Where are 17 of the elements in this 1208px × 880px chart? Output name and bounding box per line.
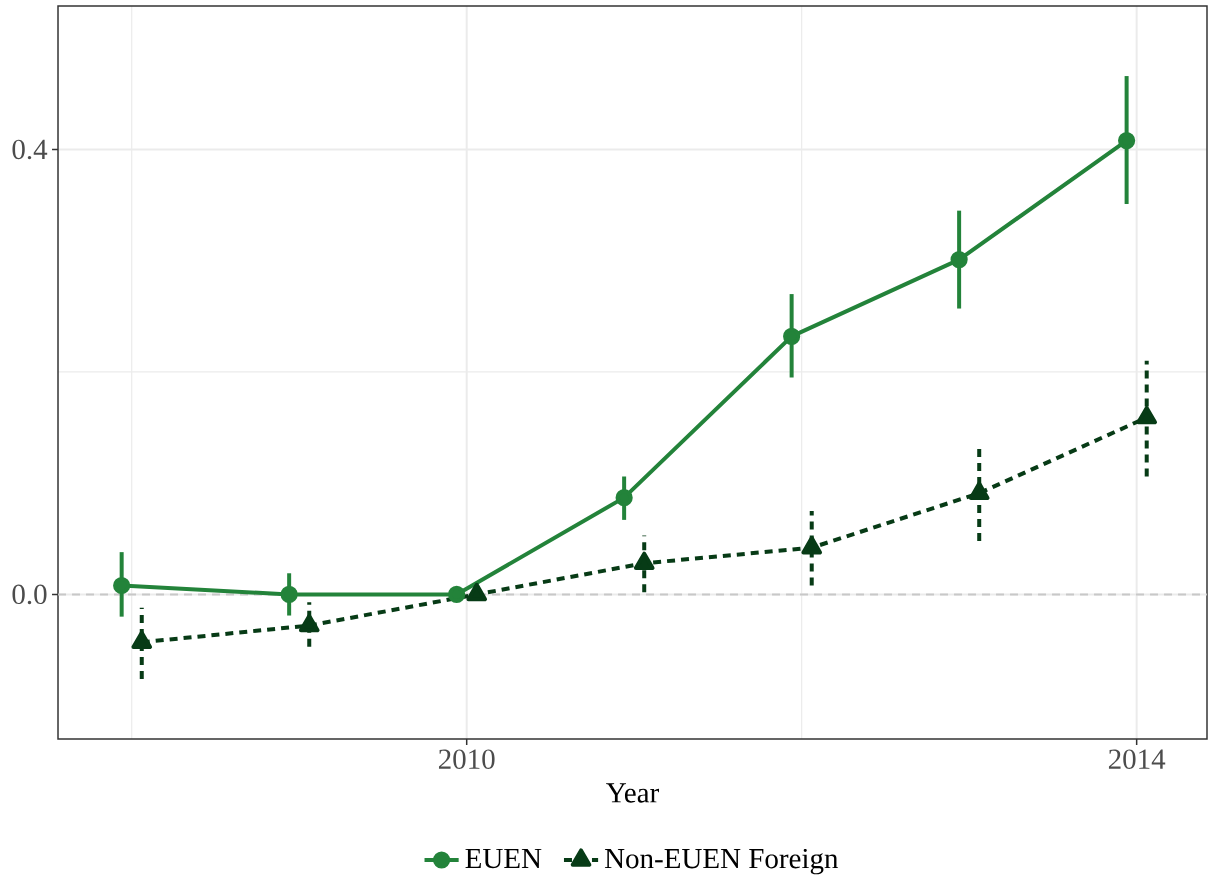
legend-label: Non-EUEN Foreign [604, 848, 839, 875]
x-tick-label: 2014 [1108, 749, 1166, 769]
y-tick-label: 0.0 [12, 584, 47, 605]
x-tick-label: 2010 [438, 749, 495, 769]
point [950, 251, 968, 269]
point [131, 630, 153, 650]
point [298, 613, 320, 633]
point [801, 536, 823, 555]
y-tick-label: 0.4 [12, 139, 48, 160]
point [633, 551, 655, 571]
point [466, 582, 488, 602]
point [1118, 131, 1136, 150]
point [783, 327, 801, 345]
legend-label: EUEN [465, 848, 542, 869]
point [968, 481, 990, 500]
point [1136, 405, 1158, 425]
x-axis-title: Year [606, 783, 659, 803]
